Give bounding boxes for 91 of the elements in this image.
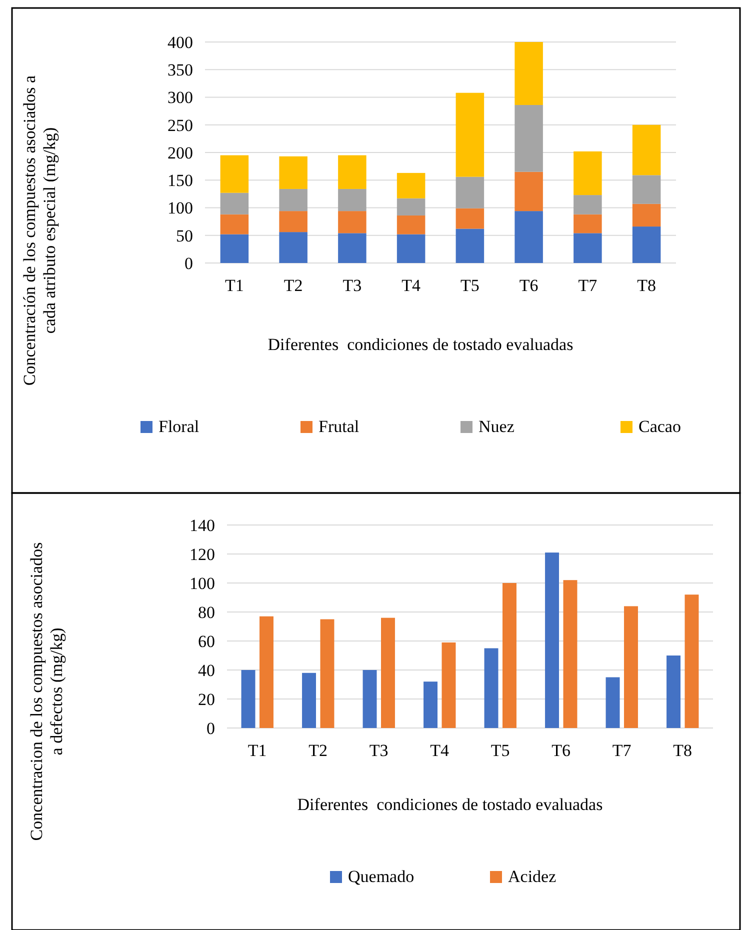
bar [514,42,543,105]
bar [514,172,543,212]
bar [514,211,543,263]
bar [456,92,484,177]
y-tick-label: 60 [198,632,215,651]
x-tick-label: T2 [284,276,303,295]
y-tick-label: 40 [198,660,215,680]
bar [624,606,638,728]
x-tick-label: T1 [248,741,267,760]
bar [514,104,543,172]
bar [362,670,377,728]
bar [338,188,366,212]
bar [279,211,308,232]
y-tick-label: 400 [168,32,193,52]
legend-label: Acidez [508,867,557,886]
x-tick-label: T8 [637,276,656,295]
x-tick-label: T1 [224,276,244,295]
bar [666,656,680,728]
y-tick-label: 100 [190,574,215,593]
bar [563,580,578,728]
bar [456,228,484,263]
bar [574,151,602,196]
bar [220,192,249,214]
bar [574,195,602,214]
legend-label: Floral [158,417,200,436]
bar [632,175,661,204]
x-tick-label: T5 [460,276,480,295]
bar [574,214,602,234]
y-tick-label: 350 [168,60,193,80]
bar [338,233,366,263]
bar [632,124,661,176]
y-tick-label: 300 [168,88,193,108]
y-tick-label: 100 [168,198,193,218]
bar [279,156,308,189]
bar [302,672,316,728]
bar [279,188,308,212]
bar [396,215,426,234]
legend-label: Frutal [318,417,360,436]
x-tick-label: T7 [578,276,598,295]
bar [484,648,498,728]
bar [396,234,426,263]
x-axis-title: Diferentes condiciones de tostado evaluadas [268,335,574,354]
x-tick-label: T5 [490,741,510,760]
y-axis-title: Concentracion de los compuestos asociados a defectos (mg/kg) [26,542,66,841]
y-axis-title: Concentración de los compuestos asociados a cada atributo especial (mg/kg) [20,74,60,386]
y-tick-label: 250 [168,116,193,135]
bar [338,155,366,189]
bar [502,583,516,728]
x-tick-label: T6 [519,276,538,295]
bar [396,198,426,216]
x-tick-label: T7 [612,741,632,760]
y-tick-label: 80 [198,602,215,622]
x-tick-label: T2 [308,741,328,760]
bar [684,594,699,728]
bar [574,233,602,263]
bar [381,618,395,728]
y-tick-label: 150 [168,171,193,190]
x-tick-label: T6 [552,741,571,760]
bar [456,176,484,208]
bar [260,616,274,728]
legend-label: Cacao [638,417,681,436]
bar [338,211,366,234]
bar [396,172,426,198]
bar [424,682,438,728]
x-tick-label: T8 [673,741,692,760]
x-tick-label: T4 [402,276,421,295]
bar [545,552,559,728]
bar [320,619,334,728]
x-tick-label: T3 [342,276,362,295]
y-tick-label: 0 [206,718,215,738]
y-tick-label: 0 [184,254,193,273]
bar [220,155,249,193]
bar [220,234,249,263]
y-tick-label: 200 [168,143,193,162]
bar [606,677,620,728]
y-tick-label: 50 [176,226,193,246]
x-tick-label: T3 [369,741,388,760]
x-tick-label: T4 [430,741,450,760]
bar [442,642,456,728]
bar [632,226,661,263]
legend-label: Nuez [478,417,515,436]
y-tick-label: 120 [190,544,215,564]
y-tick-label: 20 [198,690,215,709]
legend-label: Quemado [348,867,414,886]
bar [456,208,484,229]
bar [632,204,661,227]
x-axis-title: Diferentes condiciones de tostado evaluadas [297,795,603,814]
bar [279,232,308,263]
bar [241,670,256,728]
bar [220,214,249,234]
y-tick-label: 140 [190,516,215,535]
